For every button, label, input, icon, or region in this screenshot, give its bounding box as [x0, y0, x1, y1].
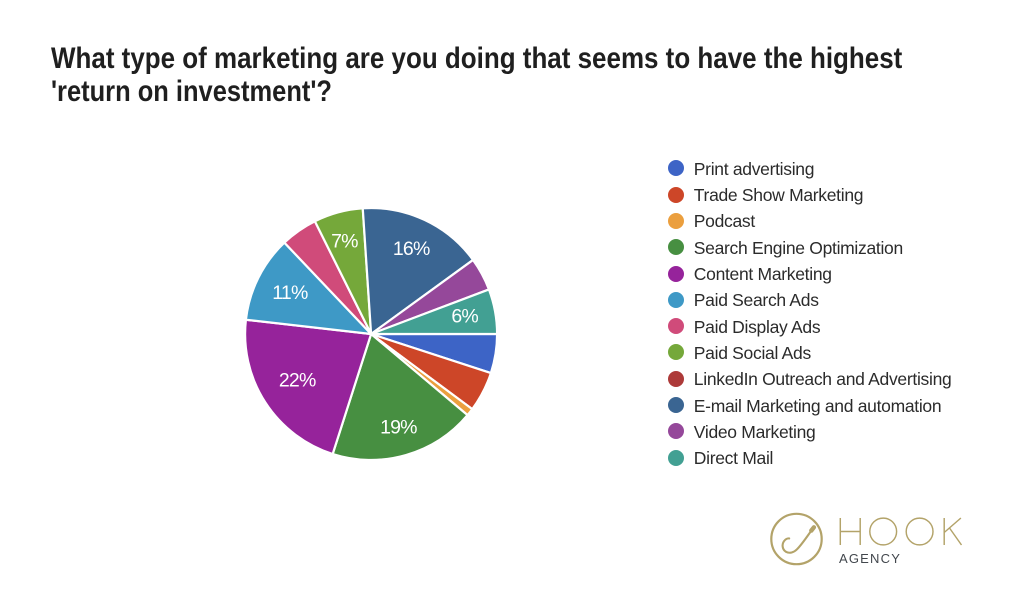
svg-text:11%: 11%: [272, 282, 308, 304]
svg-text:19%: 19%: [380, 416, 417, 438]
svg-text:7%: 7%: [331, 231, 358, 253]
svg-text:22%: 22%: [279, 370, 316, 392]
svg-text:6%: 6%: [451, 305, 478, 327]
svg-text:16%: 16%: [393, 238, 430, 260]
